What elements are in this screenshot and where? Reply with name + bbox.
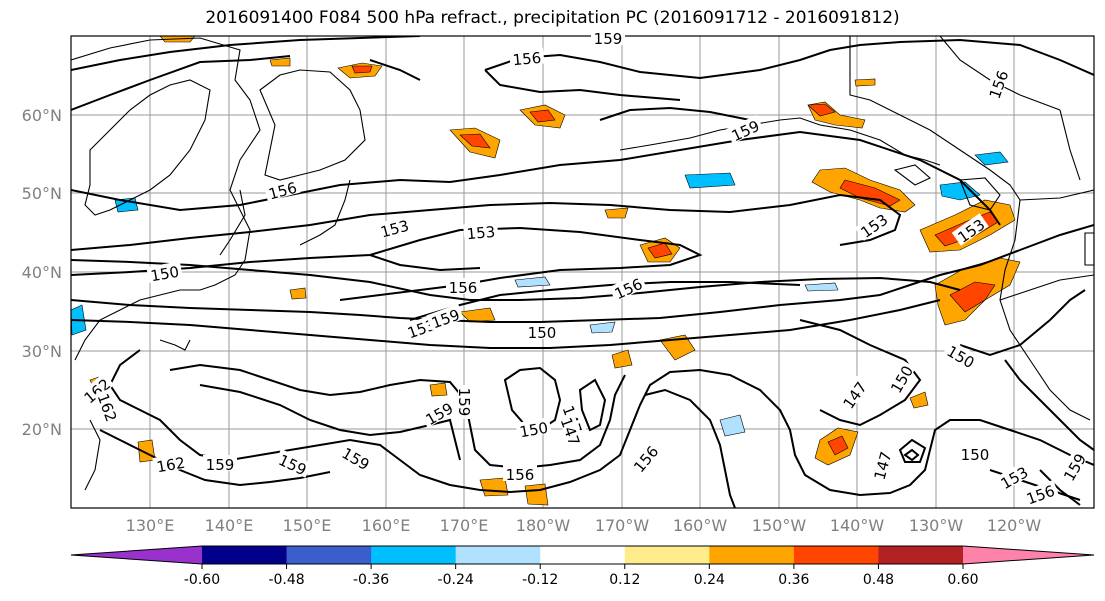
colorbar-segment (878, 546, 964, 564)
contour-label-background (463, 221, 499, 241)
contour-label: 150 (149, 263, 180, 286)
contour-label-background (951, 213, 989, 246)
lon-label: 150°E (283, 516, 332, 535)
map-title: 2016091400 F084 500 hPa refract., precip… (205, 8, 900, 28)
contour-label-background (95, 388, 123, 426)
contour-label-background (983, 65, 1011, 103)
colorbar-tick-label: 0.12 (609, 572, 640, 588)
refractivity-contours (71, 36, 1094, 508)
colorbar-segment (455, 546, 541, 564)
contour-label: 156 (512, 49, 542, 69)
colorbar-tick-label: 0.60 (947, 572, 978, 588)
contour-label-background (419, 396, 458, 428)
contour-label-background (426, 303, 464, 331)
colorbar-extend-high (963, 546, 1094, 564)
lon-label: 120°W (987, 516, 1042, 535)
lon-label: 130°W (909, 516, 964, 535)
contour-label-background (152, 452, 189, 474)
lon-label: 140°E (205, 516, 254, 535)
contour-label-background (994, 460, 1033, 492)
contour-label-background (591, 29, 625, 45)
contour-label-background (515, 417, 552, 439)
contour-label: 150 (518, 419, 549, 442)
colorbar-segment (286, 546, 372, 564)
colorbar-tick-label: 0.24 (694, 572, 725, 588)
contour-label-background (868, 446, 894, 484)
lat-label: 60°N (22, 106, 62, 125)
contour-label-background (942, 339, 981, 371)
contour-label-background (77, 372, 115, 407)
contour-label-background (725, 114, 764, 144)
lon-label: 130°E (126, 516, 175, 535)
lon-label: 140°W (830, 516, 885, 535)
contour-label-background (503, 465, 537, 481)
colorbar-tick-label: -0.48 (268, 572, 304, 588)
contour-label-background (1057, 447, 1089, 486)
colorbar-tick-label: 0.36 (778, 572, 809, 588)
lon-label: 170°E (440, 516, 489, 535)
colorbar-segment (371, 546, 457, 564)
contour-label-background (337, 441, 376, 473)
contour-label-background (558, 412, 586, 450)
contour-label-background (525, 323, 559, 339)
contour-label-background (854, 208, 892, 241)
contour-label-background (837, 375, 870, 413)
colorbar-segment (540, 546, 626, 564)
contour-label-background (1021, 479, 1059, 507)
contour-label: 156 (449, 279, 478, 297)
contour-label: 162 (155, 454, 186, 477)
coastlines (71, 36, 1094, 491)
lon-label: 150°W (752, 516, 807, 535)
lat-label: 50°N (22, 184, 62, 203)
contour-label-background (608, 272, 647, 302)
contour-label: 150 (528, 324, 557, 342)
contour-label-background (509, 47, 545, 67)
colorbar-tick-label: -0.12 (522, 572, 558, 588)
colorbar-extend-low (71, 546, 202, 564)
contour-label-background (375, 214, 413, 240)
contour-label-background (263, 176, 301, 202)
colorbar-segment (202, 546, 288, 564)
contour-label: 156 (506, 466, 535, 484)
lat-label: 40°N (22, 263, 62, 282)
lat-label: 30°N (22, 342, 62, 361)
contour-label-background (884, 359, 916, 398)
contour-label: 159 (594, 30, 623, 48)
colorbar-tick-label: -0.60 (184, 572, 220, 588)
contour-label: 159 (455, 388, 473, 417)
colorbar: -0.60 -0.48 -0.36 -0.24 -0.12 0.12 0.24 0.36 0.4… (70, 545, 1095, 588)
colorbar-segment (624, 546, 710, 564)
lon-label: 180°W (516, 516, 571, 535)
lon-label: 160°E (362, 516, 411, 535)
contour-label-background (458, 385, 474, 419)
colorbar-segment (793, 546, 879, 564)
colorbar-tick-label: 0.48 (863, 572, 894, 588)
contour-label-background (446, 278, 480, 294)
colorbar-tick-label: -0.24 (438, 572, 474, 588)
contour-label-background (146, 261, 183, 283)
contour-label-background (958, 445, 992, 461)
lat-label: 20°N (22, 420, 62, 439)
lon-label: 160°W (673, 516, 728, 535)
map-frame (70, 35, 1095, 509)
lon-label: 170°W (595, 516, 650, 535)
contour-label-background (203, 455, 237, 471)
contour-label: 159 (206, 456, 235, 474)
contour-label: 150 (961, 446, 990, 464)
colorbar-segment (709, 546, 795, 564)
contour-label: 153 (466, 223, 496, 243)
contour-label-background (627, 439, 662, 477)
colorbar-tick-label: -0.36 (353, 572, 389, 588)
contour-label-background (274, 448, 313, 478)
